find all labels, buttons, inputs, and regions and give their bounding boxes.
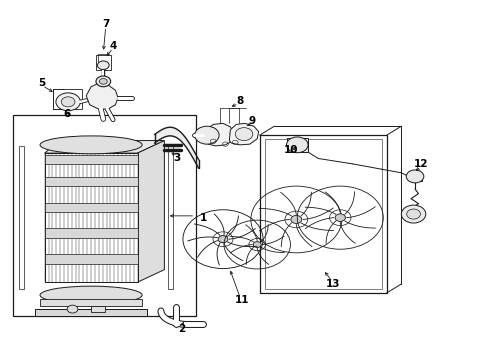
Text: 1: 1 [200, 213, 207, 222]
Circle shape [401, 205, 426, 223]
Circle shape [195, 126, 219, 144]
Polygon shape [203, 123, 234, 146]
Bar [35, 309, 147, 316]
Bar [13, 116, 196, 316]
Circle shape [61, 97, 75, 107]
Ellipse shape [40, 136, 142, 154]
Bar [168, 146, 172, 289]
Circle shape [218, 236, 228, 243]
Text: 8: 8 [237, 96, 244, 106]
Circle shape [235, 128, 253, 140]
Text: 7: 7 [102, 19, 109, 29]
Text: 12: 12 [414, 159, 428, 169]
Circle shape [291, 215, 302, 224]
Circle shape [98, 61, 109, 69]
Circle shape [287, 137, 308, 153]
Bar [45, 155, 138, 164]
Text: 4: 4 [109, 41, 117, 50]
Bar [45, 229, 138, 238]
Ellipse shape [40, 286, 142, 304]
Bar [40, 299, 143, 306]
Polygon shape [229, 123, 259, 145]
Bar [19, 146, 24, 289]
Polygon shape [45, 140, 164, 153]
Circle shape [67, 305, 78, 313]
Bar [287, 138, 308, 152]
Bar [96, 55, 111, 69]
Text: 5: 5 [39, 78, 46, 88]
Circle shape [253, 242, 261, 247]
Bar [45, 254, 138, 264]
Circle shape [407, 209, 420, 219]
Circle shape [56, 93, 80, 111]
Bar [45, 153, 138, 282]
Text: 10: 10 [284, 144, 299, 154]
Bar [409, 173, 422, 181]
Bar [53, 89, 82, 109]
Bar [265, 139, 382, 289]
Bar [45, 203, 138, 212]
Polygon shape [86, 83, 118, 109]
Text: 3: 3 [173, 153, 180, 163]
Bar [91, 306, 105, 312]
Circle shape [96, 76, 111, 87]
Text: 13: 13 [326, 279, 340, 289]
Circle shape [99, 78, 107, 84]
Text: 11: 11 [235, 295, 250, 305]
Circle shape [335, 214, 345, 221]
Text: 6: 6 [63, 109, 70, 119]
Text: 9: 9 [249, 116, 256, 126]
Bar [45, 177, 138, 186]
Bar [260, 135, 387, 293]
Circle shape [406, 170, 424, 183]
Polygon shape [138, 140, 164, 282]
Text: 2: 2 [178, 324, 185, 334]
